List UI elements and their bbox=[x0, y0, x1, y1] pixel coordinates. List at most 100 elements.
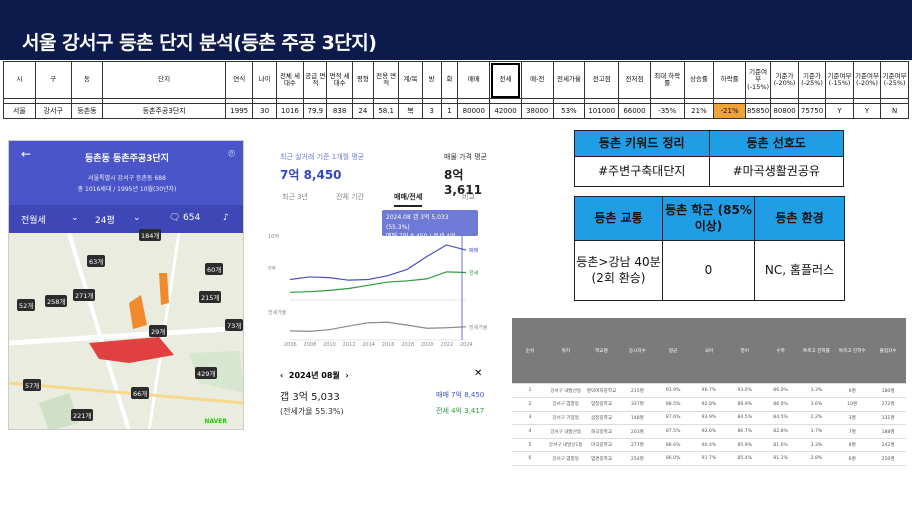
size-select[interactable]: 24평 bbox=[95, 216, 115, 226]
y-tick-label: 5억 bbox=[268, 265, 276, 272]
school-column-header: 평균 bbox=[655, 318, 692, 385]
school-cell: 272명 bbox=[870, 397, 906, 412]
map-marker[interactable]: 429개 bbox=[195, 367, 218, 379]
comment-count[interactable]: 654 bbox=[183, 213, 201, 223]
map-marker[interactable]: 215개 bbox=[199, 291, 222, 303]
school-cell: 7명 bbox=[834, 424, 871, 439]
school-row: 4 강서구 내발산동 화곡중학교 203명 87.5% 92.6% 86.7% 82.8% 3.… bbox=[512, 424, 906, 439]
map-marker[interactable]: 258개 bbox=[45, 295, 68, 307]
map-marker[interactable]: 63개 bbox=[87, 255, 106, 267]
school-cell: 254명 bbox=[619, 451, 656, 466]
school-cell: 89.9% bbox=[726, 397, 763, 412]
column-header: 면적 세대수 bbox=[326, 61, 353, 99]
column-header: 나이 bbox=[252, 61, 277, 99]
bell-icon[interactable]: ♪ bbox=[223, 213, 229, 223]
table-cell: 66000 bbox=[618, 103, 651, 119]
map-marker[interactable]: 221개 bbox=[71, 409, 94, 421]
environment-value: NC, 홈플러스 bbox=[754, 240, 845, 301]
table-cell: 85850 bbox=[744, 103, 772, 119]
school-cell: 188명 bbox=[870, 424, 906, 439]
school-cell: 242명 bbox=[870, 438, 906, 453]
tab-sale-jeonse[interactable]: 매매/전세 bbox=[394, 192, 423, 207]
preference-header: 등촌 선호도 bbox=[708, 130, 844, 157]
detail-sale-price: 매매 7억 8,450 bbox=[436, 391, 485, 399]
table-cell: 42000 bbox=[489, 103, 522, 119]
column-header: 기준여부 (-25%) bbox=[880, 61, 909, 99]
school-cell: 2.2% bbox=[798, 411, 835, 426]
school-cell: 85.9% bbox=[726, 438, 763, 453]
map-marker[interactable]: 52개 bbox=[17, 299, 36, 311]
map-marker[interactable]: 29개 bbox=[149, 325, 168, 337]
school-header-row: 순위 위치 학교명 응시자수 평균 국어 영어 수학 특목고 진학률 특목고 진학수 졸업자수 bbox=[512, 318, 906, 385]
school-row: 6 강서구 염창동 염경중학교 254명 86.0% 91.7% 85.4% 81.1% 2.8… bbox=[512, 451, 906, 466]
school-cell: 2 bbox=[512, 397, 548, 412]
school-cell: 277명 bbox=[619, 438, 656, 453]
school-cell: 마곡중학교 bbox=[583, 438, 620, 453]
school-cell: 6명 bbox=[834, 383, 871, 399]
school-cell: 3명 bbox=[834, 411, 871, 426]
school-column-header: 순위 bbox=[512, 318, 548, 385]
table-cell: 80000 bbox=[457, 103, 491, 119]
map-marker[interactable]: 184개 bbox=[139, 229, 162, 241]
x-tick-label: 2018 bbox=[401, 342, 414, 346]
map-marker[interactable]: 66개 bbox=[131, 387, 150, 399]
table-cell: 복 bbox=[398, 103, 423, 119]
chevron-down-icon: ⌄ bbox=[133, 213, 141, 223]
school-cell: 86.0% bbox=[762, 397, 799, 412]
school-cell: 3.3% bbox=[798, 383, 835, 399]
column-header: 평형 bbox=[351, 61, 374, 99]
chart-tooltip: 2024.08 갭 3억 5,033 (55.3%) 매매 7억 8,450 /… bbox=[382, 210, 478, 250]
location-pin-icon[interactable]: ⌾ bbox=[228, 147, 235, 160]
school-row: 5 강서구 내발산1동 마곡중학교 277명 86.6% 90.4% 85.9% 81.6% 3… bbox=[512, 438, 906, 453]
map-marker[interactable]: 271개 bbox=[73, 289, 96, 301]
school-cell: 염경중학교 bbox=[583, 451, 620, 466]
school-cell: 삼정중학교 bbox=[583, 411, 620, 426]
column-header: 동 bbox=[70, 61, 104, 99]
school-cell: 1 bbox=[512, 383, 548, 399]
table-cell: 등촌동 bbox=[70, 103, 104, 119]
map-view[interactable]: 184개 63개 60개 52개 258개 271개 215개 73개 29개 … bbox=[9, 229, 243, 429]
detail-jeonse-ratio: (전세가율 55.3%) bbox=[280, 407, 344, 416]
series-label: 전세 bbox=[469, 269, 479, 276]
tooltip-line-2: 매매 7억 8,450 / 전세 4억 3,417 bbox=[386, 233, 456, 250]
school-cell: 148명 bbox=[619, 411, 656, 426]
trade-type-select[interactable]: 전월세 bbox=[21, 216, 46, 226]
table-header-row: 시 구 동 단지 연식 나이 전체 세대수 공급 면적 면적 세대수 평형 전용 면적 계/복 방 화 매매… bbox=[3, 61, 909, 99]
tab-compare[interactable]: 비교 bbox=[462, 193, 475, 201]
close-icon[interactable]: ✕ bbox=[474, 368, 483, 379]
column-header: 전체 세대수 bbox=[275, 61, 305, 99]
table-cell: 38000 bbox=[520, 103, 554, 119]
school-cell: 88.5% bbox=[655, 397, 692, 412]
tab-all-period[interactable]: 전체 기간 bbox=[336, 193, 364, 201]
price-chart-panel: 최근 실거래 기준 1개월 평균 7억 8,450 매물 가격 평균 8억 3,… bbox=[266, 140, 488, 430]
school-cell: 3.6% bbox=[798, 397, 835, 412]
tab-recent-3y[interactable]: 최근 3년 bbox=[282, 193, 308, 201]
school-cell: 염창중학교 bbox=[583, 397, 620, 412]
school-cell: 81.1% bbox=[762, 451, 799, 466]
table-cell: 80800 bbox=[770, 103, 799, 119]
keyword-header: 등촌 키워드 정리 bbox=[574, 130, 710, 157]
school-cell: 87.6% bbox=[655, 411, 692, 426]
back-arrow-icon[interactable]: ← bbox=[21, 147, 32, 161]
column-header: 기준가 (-20%) bbox=[770, 61, 799, 99]
y-tick-label: 전세가율 bbox=[268, 309, 287, 316]
ask-price-label: 매물 가격 평균 bbox=[444, 153, 488, 161]
map-marker[interactable]: 60개 bbox=[205, 263, 224, 275]
table-cell: 79.9 bbox=[303, 103, 328, 119]
column-header: 최대 하락률 bbox=[649, 61, 685, 99]
column-header: 전저점 bbox=[618, 61, 651, 99]
column-header: 전용 면적 bbox=[372, 61, 400, 99]
series-line-1 bbox=[289, 271, 467, 293]
map-marker[interactable]: 73개 bbox=[225, 319, 243, 331]
x-tick-label: 2012 bbox=[343, 342, 356, 346]
table-cell: 3 bbox=[421, 103, 442, 119]
preference-value: #마곡생활권공유 bbox=[708, 156, 844, 187]
school-cell: 210명 bbox=[870, 451, 906, 466]
school-cell: 93.0% bbox=[726, 383, 763, 399]
school-column-header: 특목고 진학률 bbox=[798, 318, 835, 385]
map-marker[interactable]: 57개 bbox=[23, 379, 42, 391]
column-header: 전고점 bbox=[584, 61, 620, 99]
school-cell: 3.3% bbox=[798, 438, 835, 453]
